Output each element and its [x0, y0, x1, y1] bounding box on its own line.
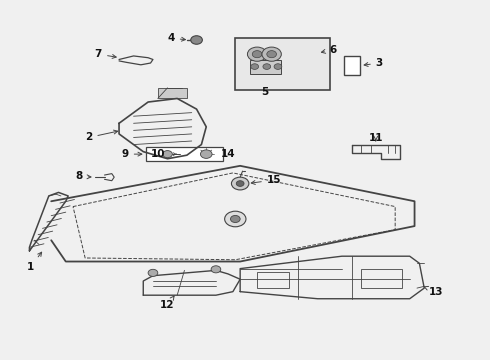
Text: 2: 2 — [85, 130, 118, 143]
Circle shape — [230, 215, 240, 222]
Bar — [257, 272, 289, 288]
Text: 14: 14 — [220, 149, 235, 159]
Text: 8: 8 — [75, 171, 91, 181]
Circle shape — [236, 181, 244, 186]
Circle shape — [263, 64, 270, 69]
Circle shape — [191, 36, 202, 44]
Text: 10: 10 — [150, 149, 165, 159]
Bar — [344, 56, 360, 76]
Circle shape — [267, 51, 276, 58]
Text: 13: 13 — [424, 287, 443, 297]
Text: 5: 5 — [261, 87, 268, 97]
Text: 6: 6 — [321, 45, 337, 55]
Circle shape — [247, 47, 267, 61]
Text: 7: 7 — [95, 49, 116, 59]
Bar — [250, 60, 281, 74]
Text: 9: 9 — [122, 149, 142, 159]
Bar — [235, 38, 330, 90]
Circle shape — [252, 51, 262, 58]
Circle shape — [200, 150, 212, 158]
Bar — [361, 269, 402, 288]
Bar — [146, 147, 223, 161]
Circle shape — [211, 266, 221, 273]
Bar — [158, 88, 187, 99]
Text: 3: 3 — [364, 58, 383, 68]
Text: 12: 12 — [160, 296, 175, 310]
Text: 15: 15 — [251, 175, 281, 185]
Circle shape — [274, 64, 282, 69]
Circle shape — [224, 211, 246, 227]
Circle shape — [251, 64, 259, 69]
Text: 11: 11 — [368, 133, 383, 143]
Circle shape — [231, 177, 249, 190]
Text: 4: 4 — [168, 33, 185, 43]
Circle shape — [163, 150, 172, 158]
Circle shape — [148, 269, 158, 276]
Text: 1: 1 — [27, 252, 42, 272]
Circle shape — [262, 47, 281, 61]
